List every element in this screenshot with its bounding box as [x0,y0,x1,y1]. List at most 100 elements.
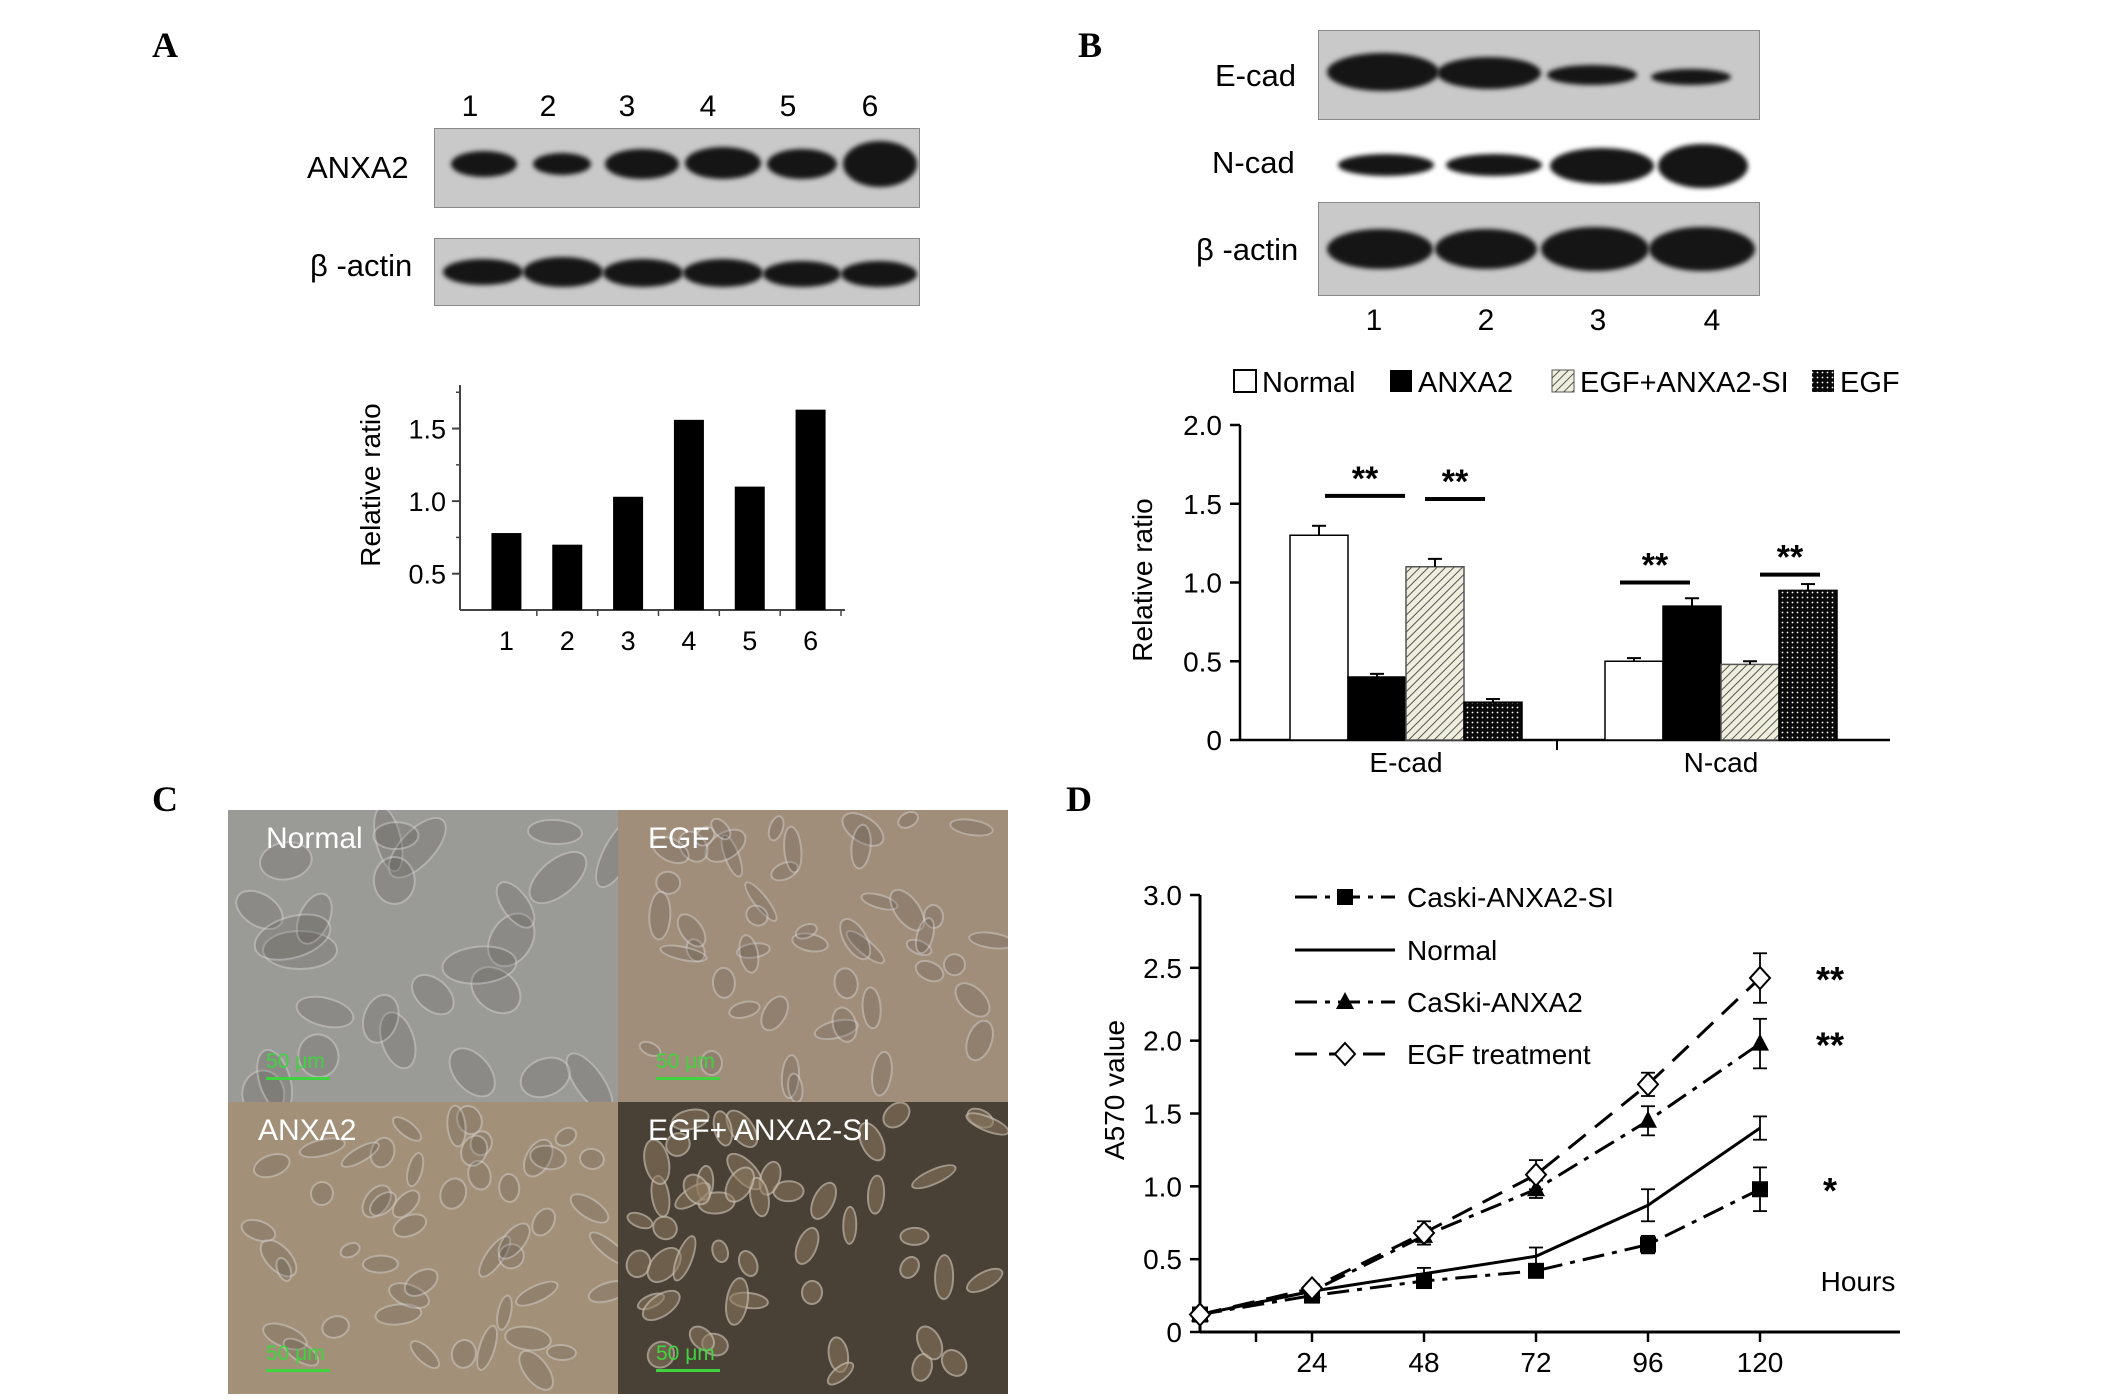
bar [1463,701,1523,741]
cell-shape [372,855,417,906]
legend-label: EGF treatment [1407,1039,1591,1070]
y-tick-label: 0.5 [408,560,446,590]
western-blot-n-cad [1318,140,1758,192]
series-line [1199,1187,1761,1316]
lane-number: 3 [619,90,636,123]
panel-b-lane-numbers: 1 2 3 4 [1366,304,1721,337]
cell-shape [733,1246,762,1280]
cell-shape [910,955,948,988]
bar [1289,534,1349,741]
x-tick-label: E-cad [1369,747,1442,778]
bar [613,496,644,610]
x-tick-label: 6 [803,626,818,656]
legend-label-egf: EGF [1840,367,1900,399]
blot-label-n-cad: N-cad [1212,145,1295,180]
cell-shape [708,1236,732,1266]
panel-label-c: C [152,779,178,819]
cell-shape [960,1016,1000,1067]
cell-shape [361,1254,400,1274]
cell-shape [586,811,618,895]
bar [1778,589,1838,741]
marker-square [1416,1273,1432,1290]
blot-label-beta-actin-b: β -actin [1196,232,1299,267]
cell-shape [307,1178,338,1209]
y-tick-label: 1.5 [1183,489,1222,520]
cell-shape [907,1159,960,1194]
cell-shape [962,1262,1007,1298]
cell-shape [647,1211,683,1246]
lane-number: 2 [540,90,557,123]
y-tick-label: 2.0 [1183,410,1222,441]
lane-number: 1 [1366,304,1383,337]
significance-marker: ** [1352,460,1379,498]
x-tick-label: 24 [1296,1347,1327,1378]
scale-bar-label: 50 μm [266,1342,325,1365]
cell-shape [711,965,738,1000]
x-tick-label: 120 [1737,1347,1784,1378]
legend-label: Normal [1407,935,1497,966]
cell-shape [947,815,995,840]
x-tick-label: 72 [1520,1347,1551,1378]
marker-triangle [1336,992,1354,1009]
legend-swatch-egf [1812,370,1834,392]
cell-shape [894,810,922,833]
lane-number: 3 [1590,304,1607,337]
bar [1662,605,1722,741]
micrograph-label: EGF [648,822,710,855]
panel-c-micrograph-grid: Normal 50 μm EGF 50 μm ANXA2 50 μm EGF+ … [228,810,1008,1400]
y-tick-label: 1.0 [1183,568,1222,599]
marker-square [1752,1181,1768,1198]
panel-b-legend: Normal ANXA2 EGF+ANXA2-SI EGF [1233,367,1900,399]
cell-shape [497,1172,522,1205]
marker-diamond [1188,1302,1212,1328]
marker-square [1337,889,1353,905]
micrograph-egf: EGF 50 μm [618,810,1008,1102]
cell-shape [899,1226,930,1246]
bar [491,533,522,610]
bar [1720,663,1780,741]
cell-shape [753,990,795,1037]
marker-diamond [1636,1071,1660,1097]
significance-marker: ** [1777,539,1804,577]
significance-marker: ** [1442,463,1469,501]
significance-marker: ** [1816,1025,1844,1066]
lane-number: 2 [1478,304,1495,337]
lane-number: 6 [862,90,879,123]
cell-shape [966,928,1008,952]
cell-shape [292,990,358,1034]
significance-marker: ** [1642,547,1669,585]
panel-label-d: D [1066,779,1092,819]
cell-shape [438,1038,506,1102]
micrograph-label: EGF+ ANXA2-SI [648,1114,871,1147]
panel-a-bar-chart: Relative ratio 0.5 1.0 1.5 1 2 3 4 5 6 [355,385,845,656]
cell-shape [804,1177,843,1225]
bar [1347,676,1407,741]
legend-label-anxa2: ANXA2 [1418,367,1513,399]
legend-swatch-normal [1233,369,1257,393]
legend-label-egf-anxa2-si: EGF+ANXA2-SI [1580,367,1789,399]
cell-shape [546,1343,578,1362]
marker-triangle [1751,1033,1769,1051]
y-tick-label: 2.5 [1143,953,1182,984]
y-axis-label: Relative ratio [1127,498,1158,661]
scale-bar-label: 50 μm [656,1050,715,1073]
cell-shape [800,1279,825,1306]
x-tick-label: 48 [1408,1347,1439,1378]
scale-bar [656,1369,720,1372]
cell-shape [623,1208,656,1233]
y-tick-label: 1.5 [1143,1099,1182,1130]
legend-label-normal: Normal [1262,367,1355,399]
micrograph-label: Normal [266,822,363,855]
panel-label-b: B [1078,25,1103,65]
western-blot-beta-actin-a [434,238,920,306]
bar [795,409,826,610]
cell-shape [388,1111,427,1147]
cell-shape [584,1226,618,1272]
marker-triangle [1639,1110,1657,1128]
y-tick-label: 3.0 [1143,880,1182,911]
cell-shape [249,1148,295,1183]
cell-shape [511,1275,563,1312]
micrograph-anxa2: ANXA2 50 μm [228,1102,618,1394]
blot-label-anxa2: ANXA2 [307,150,409,185]
cell-shape [868,1049,896,1098]
